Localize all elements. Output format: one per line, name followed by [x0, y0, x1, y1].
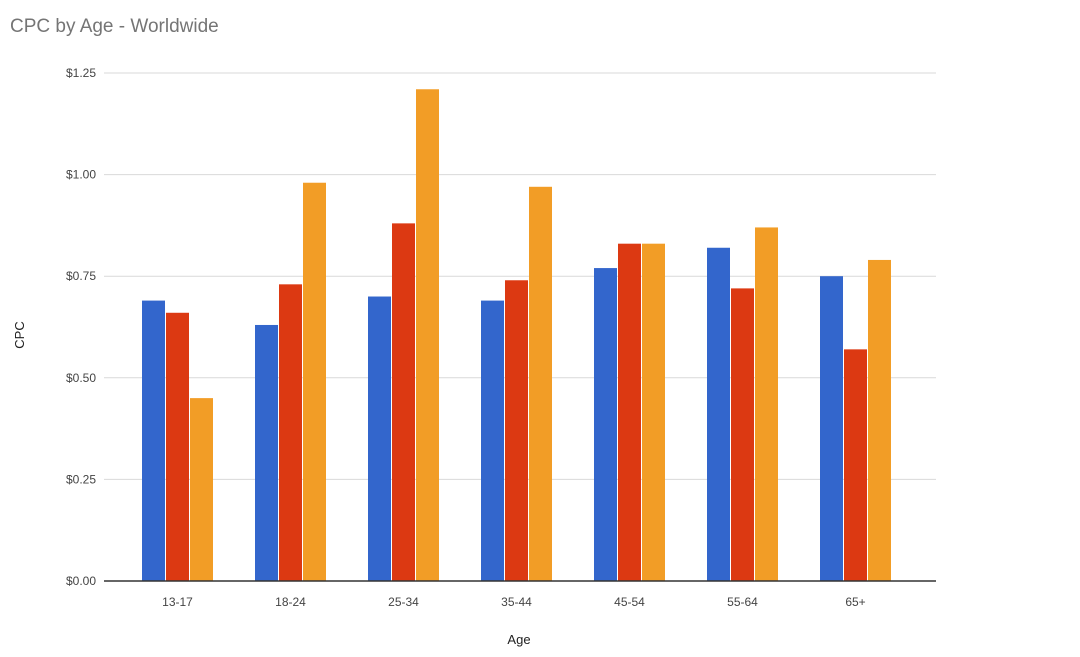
bar — [755, 227, 778, 581]
y-tick-label: $1.25 — [66, 66, 96, 80]
x-tick-label: 45-54 — [614, 595, 645, 609]
y-tick-label: $0.75 — [66, 269, 96, 283]
x-tick-label: 55-64 — [727, 595, 758, 609]
bar — [190, 398, 213, 581]
bar — [618, 243, 641, 582]
x-axis-tick-labels: 13-17 18-24 25-34 35-44 45-54 55-64 65+ — [162, 595, 866, 609]
bar — [416, 89, 439, 582]
y-axis-tick-labels: $0.00 $0.25 $0.50 $0.75 $1.00 $1.25 — [66, 66, 96, 588]
bar — [529, 186, 552, 582]
bar — [820, 276, 843, 581]
bars — [142, 89, 891, 582]
bar — [166, 312, 189, 581]
x-tick-label: 18-24 — [275, 595, 306, 609]
bar — [392, 223, 415, 582]
bar — [142, 300, 165, 581]
bar — [368, 296, 391, 581]
bar — [505, 280, 528, 581]
y-tick-label: $1.00 — [66, 168, 96, 182]
chart-title: CPC by Age - Worldwide — [10, 16, 219, 37]
bar — [594, 268, 617, 581]
y-tick-label: $0.25 — [66, 472, 96, 486]
bar — [279, 284, 302, 581]
bar — [707, 247, 730, 581]
y-axis-title: CPC — [12, 321, 27, 348]
x-tick-label: 65+ — [845, 595, 865, 609]
y-tick-label: $0.00 — [66, 574, 96, 588]
bar — [642, 243, 665, 582]
bar — [481, 300, 504, 581]
y-tick-label: $0.50 — [66, 371, 96, 385]
bar — [844, 349, 867, 581]
bar — [731, 288, 754, 581]
bar — [303, 182, 326, 581]
x-axis-title: Age — [507, 632, 530, 647]
x-tick-label: 13-17 — [162, 595, 193, 609]
x-tick-label: 35-44 — [501, 595, 532, 609]
bar — [868, 259, 891, 581]
x-tick-label: 25-34 — [388, 595, 419, 609]
bar — [255, 324, 278, 581]
